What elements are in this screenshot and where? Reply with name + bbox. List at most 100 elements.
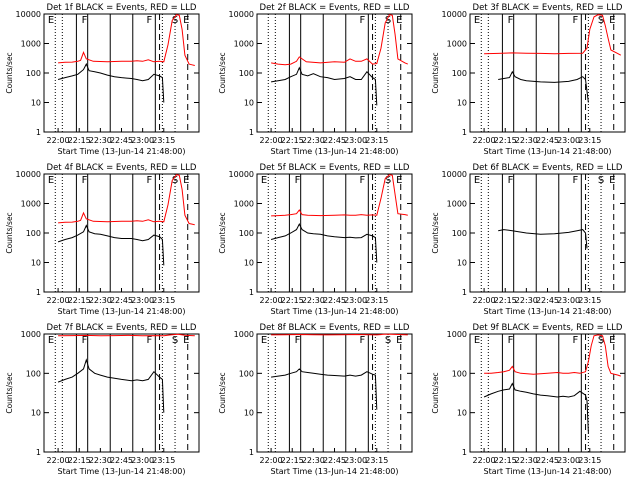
- x-tick-label: 22:30: [89, 136, 112, 145]
- event-marker: F: [572, 335, 578, 346]
- series-line-2: [483, 382, 589, 434]
- x-tick-label: 22:00: [260, 456, 283, 465]
- event-marker: S: [598, 175, 604, 186]
- y-tick-label: 1: [249, 128, 254, 137]
- plot-frame: [469, 13, 626, 133]
- x-tick-label: 23:15: [152, 136, 175, 145]
- x-axis-label: Start Time (13-Jun-14 21:48:00): [58, 307, 186, 316]
- x-tick-label: 22:00: [260, 136, 283, 145]
- series-line-2: [57, 224, 165, 266]
- plot-frame: [43, 13, 200, 133]
- y-tick-label: 1000: [447, 330, 467, 339]
- y-tick-label: 10: [31, 99, 41, 108]
- plot-frame: [43, 333, 200, 453]
- x-tick-label: 23:00: [131, 456, 154, 465]
- plot-frame: [256, 173, 413, 293]
- chart-title: Det 4f BLACK = Events, RED = LLD: [47, 163, 197, 173]
- series-line-1: [271, 14, 408, 66]
- y-tick-label: 10: [457, 259, 467, 268]
- event-marker: F: [508, 175, 514, 186]
- y-axis-label: Counts/sec: [5, 52, 14, 93]
- chart-panel-2: Det 2f BLACK = Events, RED = LLD F S E 1 10 10…: [218, 3, 413, 156]
- y-axis-label: Counts/sec: [431, 212, 440, 253]
- x-tick-label: 22:15: [494, 136, 517, 145]
- x-tick-label: 22:00: [47, 136, 70, 145]
- event-marker: F: [146, 15, 152, 26]
- x-tick-label: 22:45: [110, 136, 133, 145]
- y-tick-label: 1: [36, 448, 41, 457]
- event-marker: F: [146, 175, 152, 186]
- y-tick-label: 10000: [229, 170, 254, 179]
- x-tick-label: 23:15: [578, 136, 601, 145]
- event-marker: F: [82, 175, 88, 186]
- x-tick-label: 22:00: [473, 296, 496, 305]
- x-tick-label: 22:30: [302, 456, 325, 465]
- x-tick-label: 22:15: [281, 136, 304, 145]
- x-tick-label: 23:00: [344, 136, 367, 145]
- y-tick-label: 1: [36, 288, 41, 297]
- chart-title: Det 2f BLACK = Events, RED = LLD: [260, 3, 410, 13]
- y-axis-label: Counts/sec: [5, 212, 14, 253]
- x-tick-label: 23:00: [344, 456, 367, 465]
- event-marker: F: [359, 15, 365, 26]
- event-marker: F: [82, 15, 88, 26]
- y-tick-label: 10: [31, 409, 41, 418]
- x-tick-label: 23:15: [365, 456, 388, 465]
- x-axis-label: Start Time (13-Jun-14 21:48:00): [484, 147, 612, 156]
- y-axis-label: Counts/sec: [431, 52, 440, 93]
- x-tick-label: 22:00: [473, 456, 496, 465]
- x-tick-label: 23:15: [578, 296, 601, 305]
- event-marker: E: [396, 15, 402, 26]
- x-tick-label: 22:00: [473, 136, 496, 145]
- event-marker: E: [48, 175, 54, 186]
- y-tick-label: 1: [249, 288, 254, 297]
- y-tick-label: 10000: [442, 10, 467, 19]
- x-tick-label: 23:00: [557, 296, 580, 305]
- x-tick-label: 22:15: [281, 296, 304, 305]
- series-line-1: [58, 14, 195, 66]
- y-axis-label: Counts/sec: [218, 52, 227, 93]
- y-axis-label: Counts/sec: [5, 372, 14, 413]
- event-marker: E: [183, 15, 189, 26]
- x-tick-label: 22:30: [515, 456, 538, 465]
- chart-title: Det 5f BLACK = Events, RED = LLD: [260, 163, 410, 173]
- x-tick-label: 23:00: [557, 136, 580, 145]
- y-tick-label: 1: [249, 448, 254, 457]
- event-marker: E: [609, 175, 615, 186]
- series-line-1: [498, 229, 588, 249]
- y-tick-label: 1000: [234, 200, 254, 209]
- x-tick-label: 22:15: [281, 456, 304, 465]
- event-marker: E: [48, 335, 54, 346]
- x-axis-label: Start Time (13-Jun-14 21:48:00): [271, 307, 399, 316]
- y-tick-label: 10000: [16, 170, 41, 179]
- y-tick-label: 100: [239, 369, 254, 378]
- x-tick-label: 22:45: [536, 456, 559, 465]
- y-tick-label: 1000: [21, 330, 41, 339]
- x-tick-label: 22:15: [68, 296, 91, 305]
- y-tick-label: 1000: [234, 40, 254, 49]
- x-tick-label: 22:00: [260, 296, 283, 305]
- event-marker: E: [474, 335, 480, 346]
- x-tick-label: 22:30: [89, 296, 112, 305]
- chart-title: Det 8f BLACK = Events, RED = LLD: [260, 323, 410, 333]
- x-tick-label: 23:15: [152, 456, 175, 465]
- event-marker: E: [48, 15, 54, 26]
- y-tick-label: 1: [36, 128, 41, 137]
- series-line-1: [484, 334, 621, 377]
- x-tick-label: 23:00: [344, 296, 367, 305]
- x-axis-label: Start Time (13-Jun-14 21:48:00): [58, 147, 186, 156]
- event-marker: F: [508, 15, 514, 26]
- x-tick-label: 22:45: [323, 136, 346, 145]
- event-marker: E: [396, 335, 402, 346]
- event-marker: F: [508, 335, 514, 346]
- y-tick-label: 100: [26, 229, 41, 238]
- y-tick-label: 10: [244, 99, 254, 108]
- y-tick-label: 1000: [21, 40, 41, 49]
- plot-frame: [256, 333, 413, 453]
- x-tick-label: 22:00: [47, 296, 70, 305]
